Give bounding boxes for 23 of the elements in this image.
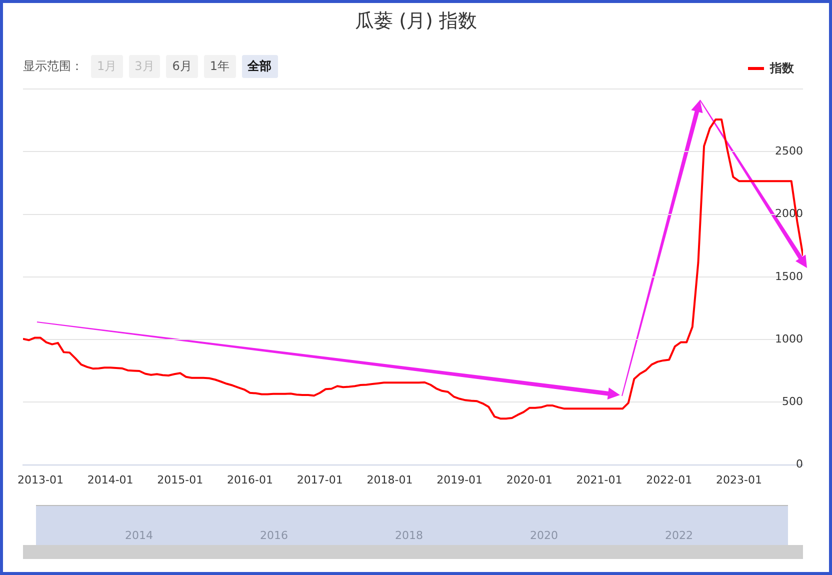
x-tick-label: 2015-01 — [157, 473, 204, 486]
text: 全部 — [242, 55, 278, 78]
text: 1年 — [204, 55, 236, 78]
x-tick-label: 2018-01 — [366, 473, 413, 486]
x-tick-label: 2013-01 — [17, 473, 64, 486]
x-tick-label: 2020-01 — [506, 473, 552, 486]
x-tick-label: 2017-01 — [296, 473, 343, 486]
legend-label: 指数 — [770, 60, 794, 77]
y-tick-label: 1500 — [775, 270, 803, 283]
y-tick-label: 500 — [782, 395, 803, 408]
y-tick-label: 2500 — [775, 144, 803, 158]
x-tick-label: 2014-01 — [87, 473, 134, 486]
y-tick-label: 1000 — [775, 332, 803, 346]
x-tick-label: 2023-01 — [716, 473, 762, 486]
range-slider: 2014 2016 2018 2020 2022 — [23, 505, 803, 559]
y-tick-label: 0 — [796, 458, 803, 471]
x-tick-label: 2016-01 — [227, 473, 273, 486]
text: 显示范围： — [23, 58, 83, 75]
x-tick-label: 2021-01 — [576, 473, 622, 486]
x-tick-label: 2022-01 — [646, 473, 692, 486]
x-tick-label: 2019-01 — [436, 473, 483, 486]
chart-title: 瓜蒌 (月) 指数 — [354, 9, 478, 34]
text: 6月 — [166, 55, 198, 78]
